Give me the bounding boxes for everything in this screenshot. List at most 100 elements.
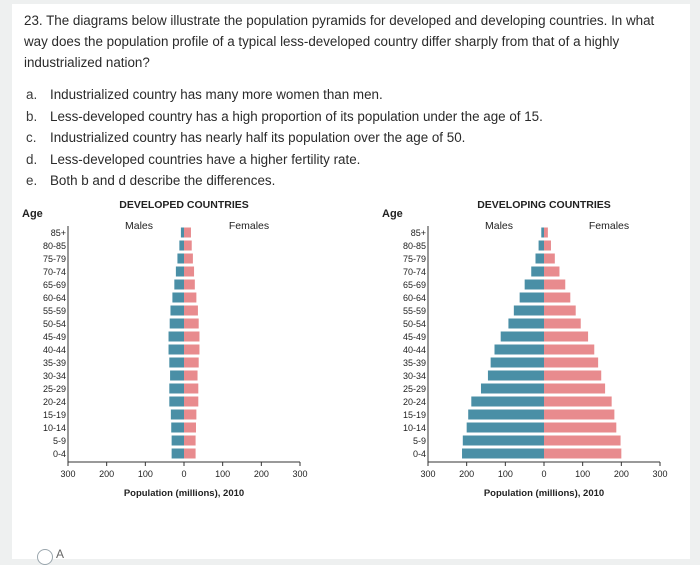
female-bar xyxy=(544,331,589,342)
age-tick-label: 60-64 xyxy=(403,293,426,303)
age-tick-label: 70-74 xyxy=(403,267,426,277)
option-b: b. Less-developed country has a high prop… xyxy=(26,106,543,128)
age-tick-label: 55-59 xyxy=(403,306,426,316)
developing-pyramid-svg: Age DEVELOPING COUNTRIES Males Females 85+ 80… xyxy=(382,199,668,499)
male-bar xyxy=(170,409,184,420)
x-tick-label: 0 xyxy=(181,469,186,479)
age-tick-label: 80-85 xyxy=(43,241,66,251)
male-bar xyxy=(494,344,544,355)
chart-title: DEVELOPING COUNTRIES xyxy=(477,199,611,211)
male-bar xyxy=(535,253,544,264)
male-bar xyxy=(538,240,544,251)
age-tick-label: 5-9 xyxy=(53,436,66,446)
female-bar xyxy=(544,279,566,290)
x-tick-label: 300 xyxy=(60,469,75,479)
male-bar xyxy=(500,331,544,342)
male-bar xyxy=(168,331,184,342)
option-a: a. Industrialized country has many more w… xyxy=(26,84,543,106)
x-tick-label: 100 xyxy=(138,469,153,479)
male-bar xyxy=(180,227,184,238)
age-tick-label: 75-79 xyxy=(403,254,426,264)
age-tick-label: 70-74 xyxy=(43,267,66,277)
male-bar xyxy=(519,292,544,303)
x-tick-label: 100 xyxy=(575,469,590,479)
age-tick-label: 45-49 xyxy=(43,332,66,342)
female-bar xyxy=(544,435,621,446)
males-label: Males xyxy=(485,220,513,232)
x-tick-label: 200 xyxy=(254,469,269,479)
female-bar xyxy=(544,357,599,368)
male-bar xyxy=(480,383,544,394)
developed-pyramid-svg: Age DEVELOPED COUNTRIES Males Females 85+ 80-… xyxy=(22,199,308,499)
age-tick-label: 85+ xyxy=(411,228,426,238)
female-bar xyxy=(184,240,192,251)
female-bar xyxy=(184,331,200,342)
male-bar xyxy=(487,370,544,381)
female-bar xyxy=(184,253,193,264)
option-letter: e. xyxy=(26,173,38,188)
female-bar xyxy=(184,292,197,303)
x-axis-title: Population (millions), 2010 xyxy=(484,488,604,499)
female-bar xyxy=(184,266,195,277)
female-bar xyxy=(544,448,622,459)
female-bar xyxy=(184,435,196,446)
female-bar xyxy=(184,344,200,355)
males-label: Males xyxy=(125,220,153,232)
male-bar xyxy=(541,227,544,238)
female-bar xyxy=(544,253,555,264)
female-bar xyxy=(544,396,612,407)
option-letter: a. xyxy=(26,87,38,102)
male-bar xyxy=(168,344,184,355)
x-tick-label: 300 xyxy=(292,469,307,479)
age-tick-label: 30-34 xyxy=(43,371,66,381)
female-bar xyxy=(544,422,617,433)
option-letter: d. xyxy=(26,151,38,167)
female-bar xyxy=(544,318,581,329)
age-tick-label: 25-29 xyxy=(403,384,426,394)
answer-radio-button[interactable] xyxy=(37,549,53,565)
age-tick-label: 10-14 xyxy=(43,423,66,433)
age-axis-title: Age xyxy=(22,208,43,220)
developing-pyramid-chart: Age DEVELOPING COUNTRIES Males Females 85+ 80… xyxy=(380,190,680,500)
male-bar xyxy=(169,383,184,394)
age-tick-label: 0-4 xyxy=(53,449,66,459)
option-text: Industrialized country has nearly half i… xyxy=(50,130,466,145)
answer-radio-label: A xyxy=(56,547,65,561)
male-bar xyxy=(170,370,184,381)
option-letter: c. xyxy=(26,130,37,145)
age-tick-label: 40-44 xyxy=(43,345,66,355)
male-bar xyxy=(462,435,544,446)
question-card xyxy=(12,4,690,559)
x-tick-label: 100 xyxy=(498,469,513,479)
female-bar xyxy=(544,370,602,381)
age-tick-label: 15-19 xyxy=(43,410,66,420)
age-tick-label: 35-39 xyxy=(43,358,66,368)
age-tick-label: 55-59 xyxy=(43,306,66,316)
age-tick-label: 75-79 xyxy=(43,254,66,264)
females-label: Females xyxy=(589,220,629,232)
age-tick-label: 20-24 xyxy=(43,397,66,407)
age-tick-label: 30-34 xyxy=(403,371,426,381)
x-tick-label: 300 xyxy=(652,469,667,479)
female-bar xyxy=(544,240,551,251)
female-bar xyxy=(184,448,196,459)
answer-options: a. Industrialized country has many more w… xyxy=(26,84,543,192)
male-bar xyxy=(174,279,184,290)
female-bar xyxy=(184,318,199,329)
female-bar xyxy=(184,305,198,316)
male-bar xyxy=(169,357,184,368)
male-bar xyxy=(169,396,184,407)
age-tick-label: 60-64 xyxy=(43,293,66,303)
developed-pyramid-chart: Age DEVELOPED COUNTRIES Males Females 85+ 80-… xyxy=(20,190,320,500)
age-tick-label: 25-29 xyxy=(43,384,66,394)
age-tick-label: 50-54 xyxy=(403,319,426,329)
female-bar xyxy=(544,292,571,303)
x-tick-label: 200 xyxy=(614,469,629,479)
option-letter: b. xyxy=(26,108,38,124)
age-tick-label: 0-4 xyxy=(413,449,426,459)
male-bar xyxy=(171,435,184,446)
age-tick-label: 85+ xyxy=(51,228,66,238)
female-bar xyxy=(544,409,615,420)
option-c: c. Industrialized country has nearly half… xyxy=(26,127,543,149)
question-text: 23. The diagrams below illustrate the po… xyxy=(24,13,655,70)
